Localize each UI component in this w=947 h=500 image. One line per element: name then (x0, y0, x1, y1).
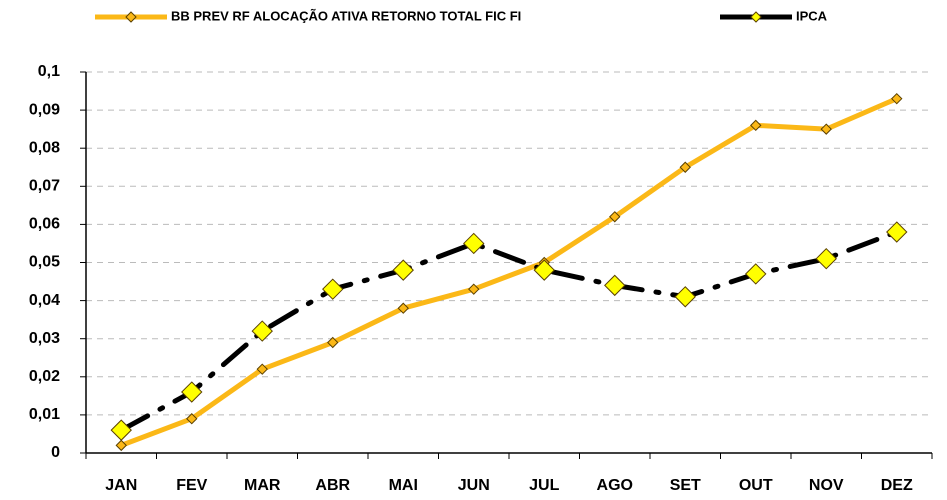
x-tick-label: DEZ (881, 477, 913, 494)
x-tick-label: MAR (244, 477, 281, 494)
marker (468, 283, 480, 295)
y-tick-label: 0 (51, 444, 60, 461)
x-tick-label: NOV (809, 477, 844, 494)
series-line (118, 96, 900, 448)
marker (604, 274, 626, 297)
legend-text: IPCA (796, 8, 828, 23)
y-tick-label: 0,03 (29, 330, 60, 347)
marker (392, 259, 414, 281)
marker (251, 320, 273, 342)
marker (674, 286, 696, 308)
x-tick-label: SET (670, 477, 701, 494)
marker (322, 278, 344, 300)
x-tick-label: MAI (389, 477, 418, 494)
marker (820, 123, 832, 135)
marker (891, 92, 903, 105)
marker (186, 413, 198, 425)
marker (110, 419, 132, 441)
y-tick-label: 0,09 (29, 101, 60, 118)
marker (256, 363, 268, 375)
y-tick-label: 0,01 (29, 406, 60, 423)
legend-marker (750, 11, 762, 23)
series-line (118, 229, 900, 433)
x-tick-label: FEV (176, 477, 207, 494)
y-tick-label: 0,07 (29, 178, 60, 195)
y-tick-label: 0,04 (29, 292, 60, 309)
marker (750, 119, 762, 132)
y-tick-label: 0,06 (29, 216, 60, 233)
legend-marker (125, 11, 137, 23)
y-tick-label: 0,1 (38, 63, 60, 80)
x-tick-label: JUN (458, 477, 490, 494)
marker (533, 259, 555, 281)
y-tick-label: 0,08 (29, 139, 60, 156)
x-tick-label: AGO (597, 477, 633, 494)
marker (745, 263, 767, 285)
x-tick-label: JUL (529, 477, 559, 494)
legend-text: BB PREV RF ALOCAÇÃO ATIVA RETORNO TOTAL … (171, 8, 521, 23)
marker (397, 302, 409, 314)
y-tick-label: 0,02 (29, 368, 60, 385)
marker (609, 211, 621, 223)
x-tick-label: OUT (739, 477, 773, 494)
marker (679, 161, 691, 173)
marker (181, 381, 203, 403)
y-tick-label: 0,05 (29, 254, 60, 271)
marker (327, 336, 339, 349)
marker (463, 232, 485, 255)
x-tick-label: JAN (105, 477, 137, 494)
x-tick-label: ABR (315, 477, 350, 494)
marker (815, 247, 837, 270)
marker (886, 221, 908, 243)
marker (115, 439, 127, 452)
